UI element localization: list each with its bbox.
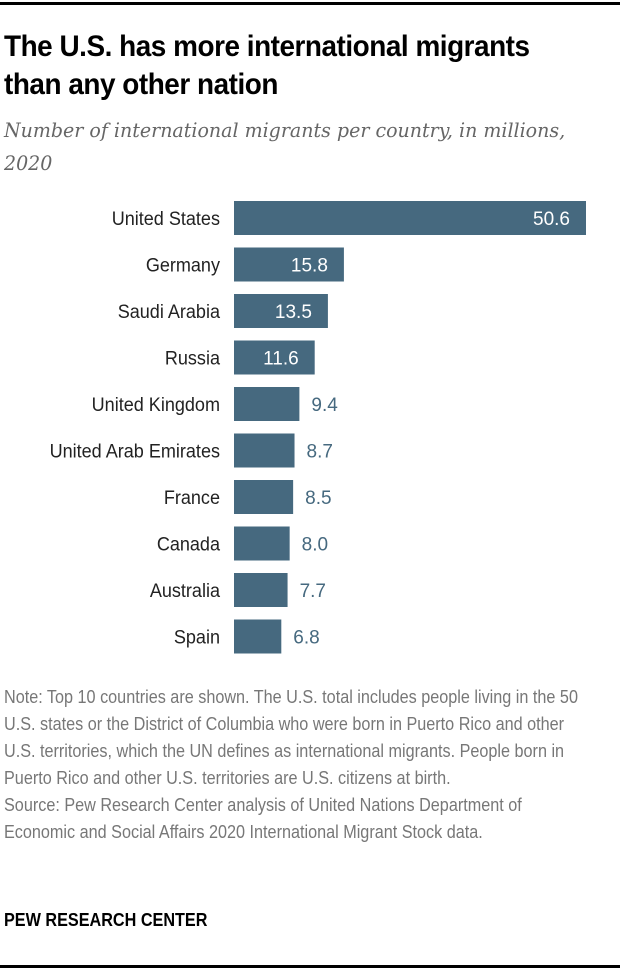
value-label: 6.8 [293,628,319,649]
bar-group: France 8.5 [164,480,332,514]
value-label: 11.6 [263,349,299,370]
bar-group: Germany 15.8 [146,247,344,282]
bar-group: Saudi Arabia 13.5 [118,294,328,328]
value-label: 8.5 [305,488,331,509]
note-text: Note: Top 10 countries are shown. The U.… [4,687,578,788]
bar [234,387,300,421]
bar-chart: United States 50.6 Germany 15.8 Saudi Arabia… [50,201,586,654]
bar [234,619,282,654]
bar [234,294,328,328]
brand-label: PEW RESEARCH CENTER [4,910,208,930]
bar-group: Russia 11.6 [165,340,315,375]
category-label: Canada [157,533,221,555]
category-label: Spain [174,626,220,648]
bar-group: United Kingdom 9.4 [92,387,338,421]
bar [234,480,294,514]
bar-group: United States 50.6 [112,201,586,235]
chart-subtitle: Number of international migrants per cou… [4,118,566,175]
category-label: Russia [165,347,221,369]
source-text: Source: Pew Research Center analysis of … [4,795,522,842]
bar-group: Australia 7.7 [150,573,326,607]
notes: Note: Top 10 countries are shown. The U.… [4,684,580,846]
bar-group: Canada 8.0 [157,526,328,561]
bar [234,201,586,235]
category-label: United States [112,208,220,230]
bar [234,247,344,282]
category-label: Germany [146,254,221,276]
value-label: 15.8 [291,256,328,277]
category-label: Australia [150,580,221,602]
bar-group: United Arab Emirates 8.7 [50,433,333,468]
category-label: Saudi Arabia [118,301,221,323]
category-label: United Kingdom [92,394,220,416]
bar [234,526,290,561]
category-label: United Arab Emirates [50,440,220,462]
bar [234,433,295,468]
chart-title: The U.S. has more international migrants… [4,30,530,101]
value-label: 8.0 [302,535,328,556]
category-label: France [164,487,220,509]
value-label: 50.6 [533,209,570,230]
value-label: 13.5 [275,302,312,323]
bar-group: Spain 6.8 [174,619,320,654]
bottom-rule [0,965,620,968]
value-label: 8.7 [307,442,333,463]
bar [234,573,288,607]
bar [234,340,315,375]
value-label: 7.7 [300,581,326,602]
top-rule [0,2,620,5]
value-label: 9.4 [311,395,338,416]
